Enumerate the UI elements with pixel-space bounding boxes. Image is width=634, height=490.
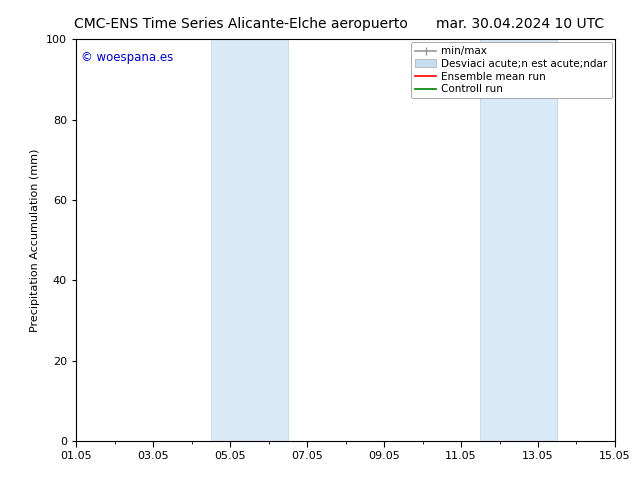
- Legend: min/max, Desviaci acute;n est acute;ndar, Ensemble mean run, Controll run: min/max, Desviaci acute;n est acute;ndar…: [411, 42, 612, 98]
- Y-axis label: Precipitation Accumulation (mm): Precipitation Accumulation (mm): [30, 148, 41, 332]
- Bar: [210, 39, 288, 441]
- Bar: [480, 39, 557, 441]
- Text: CMC-ENS Time Series Alicante-Elche aeropuerto: CMC-ENS Time Series Alicante-Elche aerop…: [74, 17, 408, 31]
- Text: © woespana.es: © woespana.es: [81, 51, 174, 64]
- Text: mar. 30.04.2024 10 UTC: mar. 30.04.2024 10 UTC: [436, 17, 604, 31]
